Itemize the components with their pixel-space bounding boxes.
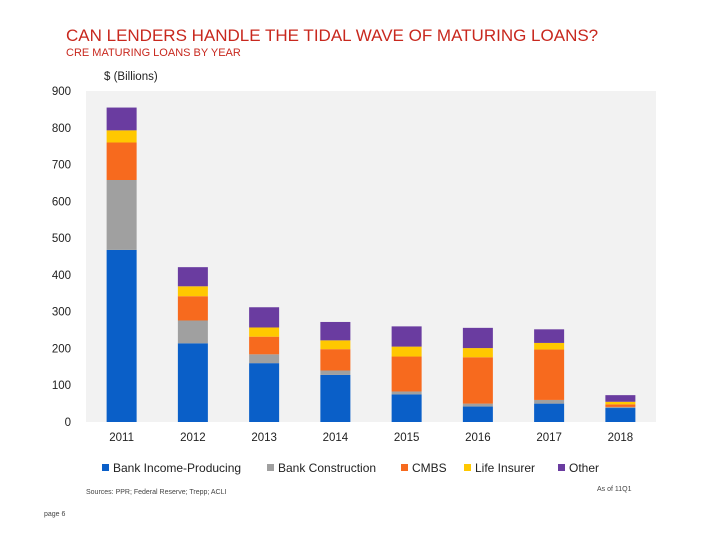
y-axis-label: $ (Billions) (104, 71, 158, 83)
y-tick-label: 0 (65, 417, 71, 429)
y-tick-label: 700 (52, 160, 71, 172)
legend-swatch (401, 464, 408, 471)
bar-segment (177, 296, 208, 321)
bar-segment (177, 343, 208, 422)
legend-swatch (464, 464, 471, 471)
bar-segment (391, 346, 422, 357)
bar-segment (534, 403, 565, 422)
legend-swatch (102, 464, 109, 471)
plot-area (86, 91, 656, 422)
page-subtitle: CRE MATURING LOANS BY YEAR (66, 47, 241, 59)
bar-segment (462, 403, 493, 407)
x-tick-label: 2014 (323, 432, 349, 444)
x-tick-label: 2012 (180, 432, 206, 444)
bar-segment (106, 130, 137, 143)
bar-segment (320, 321, 351, 341)
bar-segment (106, 142, 137, 181)
bar-segment (534, 349, 565, 400)
x-tick-label: 2013 (251, 432, 277, 444)
bar-segment (605, 404, 636, 407)
bar-segment (462, 357, 493, 404)
legend-label: Bank Income-Producing (113, 461, 241, 475)
bar-segment (534, 329, 565, 343)
bar-segment (320, 370, 351, 375)
x-tick-label: 2018 (608, 432, 634, 444)
x-tick-label: 2017 (536, 432, 562, 444)
y-tick-label: 400 (52, 270, 71, 282)
bar-segment (320, 349, 351, 371)
bar-segment (249, 354, 280, 364)
bar-segment (605, 401, 636, 405)
bar-segment (320, 374, 351, 422)
x-tick-label: 2016 (465, 432, 491, 444)
legend-label: Life Insurer (475, 461, 535, 475)
bar-segment (320, 340, 351, 350)
bar-segment (106, 107, 137, 131)
bar-segment (249, 307, 280, 328)
y-tick-label: 200 (52, 343, 71, 355)
bar-segment (605, 408, 636, 422)
y-tick-label: 800 (52, 123, 71, 135)
page-number: page 6 (44, 511, 66, 518)
bar-segment (391, 326, 422, 347)
bar-segment (249, 327, 280, 337)
as-of-note: As of 11Q1 (597, 486, 632, 493)
y-tick-label: 500 (52, 233, 71, 245)
legend-label: CMBS (412, 461, 447, 475)
bar-segment (106, 249, 137, 422)
y-tick-label: 900 (52, 86, 71, 98)
bar-segment (391, 394, 422, 422)
bar-segment (177, 286, 208, 297)
legend-swatch (558, 464, 565, 471)
bar-segment (605, 395, 636, 402)
page-title: CAN LENDERS HANDLE THE TIDAL WAVE OF MAT… (66, 26, 599, 45)
bar-segment (534, 399, 565, 404)
y-tick-label: 100 (52, 380, 71, 392)
bar-segment (177, 267, 208, 287)
bar-segment (249, 363, 280, 422)
x-tick-label: 2011 (109, 432, 134, 444)
bar-segment (249, 336, 280, 355)
y-tick-label: 600 (52, 196, 71, 208)
bar-segment (177, 320, 208, 344)
x-tick-label: 2015 (394, 432, 420, 444)
bar-segment (462, 327, 493, 349)
bar-segment (391, 356, 422, 392)
legend-label: Bank Construction (278, 461, 376, 475)
bar-segment (462, 348, 493, 358)
bar-segment (391, 391, 422, 395)
bar-segment (605, 406, 636, 409)
bar-segment (462, 406, 493, 422)
bar-segment (106, 180, 137, 250)
legend-label: Other (569, 461, 599, 475)
sources-note: Sources: PPR; Federal Reserve; Trepp; AC… (86, 489, 227, 496)
bar-segment (534, 342, 565, 350)
legend-swatch (267, 464, 274, 471)
y-tick-label: 300 (52, 307, 71, 319)
